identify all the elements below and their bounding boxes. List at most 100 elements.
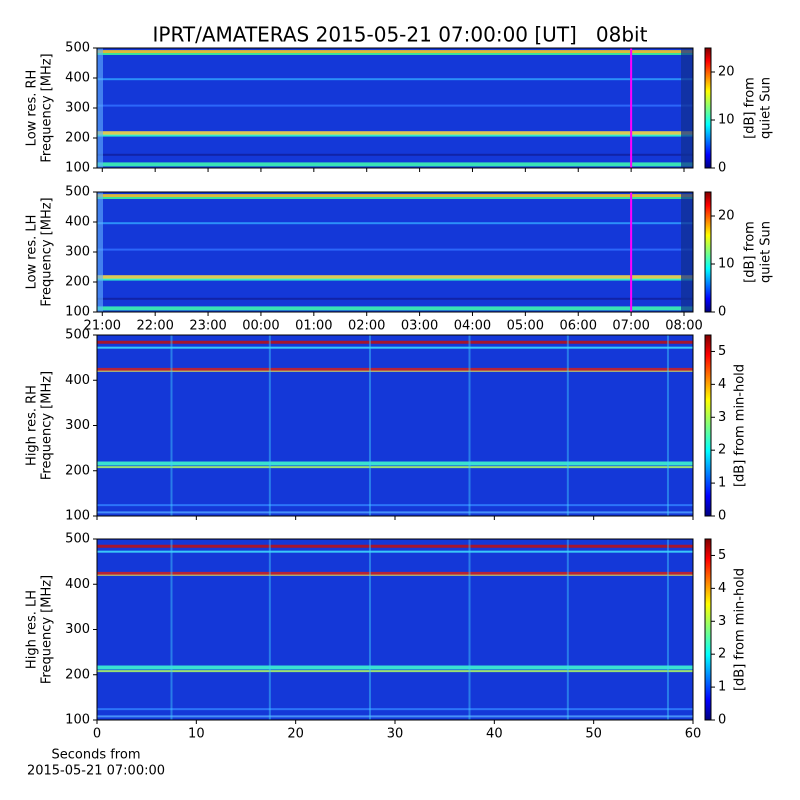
- spectrogram-spike: [268, 335, 271, 516]
- y-tick-label: 500: [65, 41, 90, 56]
- y-axis-label: High res. RH: [25, 385, 40, 466]
- spectrogram-image: [97, 539, 693, 720]
- spectrogram-spike: [368, 335, 371, 516]
- colorbar-tick-label: 20: [718, 209, 735, 224]
- spectrogram-band: [97, 665, 693, 670]
- colorbar: [704, 191, 712, 313]
- colorbar-tick-label: 4: [718, 581, 726, 596]
- spectrogram-spike: [468, 539, 471, 720]
- spectrogram-band: [97, 715, 693, 718]
- colorbar-label: [dB] from min-hold: [733, 364, 748, 487]
- y-tick-label: 300: [65, 245, 90, 260]
- spectrogram-band: [97, 278, 693, 281]
- x-tick-label: 10: [188, 727, 205, 742]
- spectrogram-band: [97, 153, 693, 156]
- y-tick-label: 100: [65, 713, 90, 728]
- y-tick-label: 200: [65, 275, 90, 290]
- x-tick-label: 23:00: [189, 319, 226, 334]
- y-tick-label: 500: [65, 532, 90, 547]
- colorbar-tick-label: 10: [718, 257, 735, 272]
- spectrogram-image: [97, 48, 693, 168]
- x-tick-label: 07:00: [612, 319, 649, 334]
- chart-title: IPRT/AMATERAS 2015-05-21 07:00:00 [UT] 0…: [153, 23, 648, 47]
- colorbar-label: [dB] from: [743, 77, 758, 139]
- colorbar-tick-label: 0: [718, 713, 726, 728]
- spectrogram-band: [97, 511, 693, 514]
- y-axis-label: Frequency [MHz]: [40, 53, 55, 162]
- x-tick-label: 50: [585, 727, 602, 742]
- x-tick-label: 22:00: [136, 319, 173, 334]
- y-axis-label: Frequency [MHz]: [40, 371, 55, 480]
- y-tick-label: 400: [65, 577, 90, 592]
- spectrogram-band: [97, 571, 693, 575]
- spectrogram-band: [97, 340, 693, 344]
- y-tick-label: 100: [65, 509, 90, 524]
- colorbar-label: quiet Sun: [759, 77, 774, 139]
- spectrogram-band: [97, 53, 693, 55]
- spectrogram-spike: [170, 335, 173, 516]
- colorbar-tick-label: 5: [718, 548, 726, 563]
- y-axis-label: High res. LH: [25, 590, 40, 669]
- spectrogram-spike: [368, 539, 371, 720]
- spectrogram-edge: [681, 192, 693, 312]
- spectrogram-band: [97, 275, 693, 280]
- colorbar: [704, 334, 712, 517]
- colorbar-tick-label: 2: [718, 647, 726, 662]
- spectrogram-band: [97, 222, 693, 225]
- y-tick-label: 200: [65, 131, 90, 146]
- spectrogram-band: [97, 134, 693, 137]
- x-tick-label: 00:00: [242, 319, 279, 334]
- spectrogram-band: [97, 461, 693, 466]
- spectrogram-image: [97, 192, 693, 312]
- spectrogram-band: [97, 544, 693, 548]
- x-tick-label: 20: [287, 727, 304, 742]
- x-tick-label: 04:00: [454, 319, 491, 334]
- spectrogram-band: [97, 708, 693, 711]
- colorbar-tick-label: 4: [718, 377, 726, 392]
- spectrogram-band: [97, 197, 693, 199]
- y-axis-label: Frequency [MHz]: [40, 575, 55, 684]
- x-tick-label: 0: [93, 727, 101, 742]
- colorbar-tick-label: 10: [718, 113, 735, 128]
- x-tick-label: 02:00: [348, 319, 385, 334]
- colorbar-tick-label: 0: [718, 305, 726, 320]
- y-axis-label: Frequency [MHz]: [40, 197, 55, 306]
- colorbar: [704, 47, 712, 169]
- x-axis-label: 2015-05-21 07:00:00: [27, 764, 165, 779]
- x-tick-label: 60: [685, 727, 702, 742]
- colorbar-label: [dB] from min-hold: [733, 568, 748, 691]
- spectrogram-band: [97, 367, 693, 371]
- colorbar-label: [dB] from: [743, 221, 758, 283]
- colorbar-tick-label: 0: [718, 161, 726, 176]
- y-tick-label: 500: [65, 185, 90, 200]
- x-tick-label: 21:00: [84, 319, 121, 334]
- y-tick-label: 200: [65, 667, 90, 682]
- y-tick-label: 400: [65, 373, 90, 388]
- colorbar-tick-label: 1: [718, 680, 726, 695]
- spectrogram-band: [97, 670, 693, 673]
- colorbar-tick-label: 1: [718, 476, 726, 491]
- spectrogram-band: [97, 370, 693, 372]
- x-tick-label: 30: [387, 727, 404, 742]
- spectrogram-band: [97, 504, 693, 507]
- x-axis-label: Seconds from: [51, 748, 140, 763]
- spectrogram-band: [97, 297, 693, 300]
- x-tick-label: 05:00: [507, 319, 544, 334]
- spectrogram-spike: [666, 539, 669, 720]
- y-tick-label: 100: [65, 161, 90, 176]
- spectrogram-band: [97, 194, 693, 198]
- y-tick-label: 300: [65, 418, 90, 433]
- colorbar-tick-label: 20: [718, 65, 735, 80]
- x-tick-label: 03:00: [401, 319, 438, 334]
- y-tick-label: 400: [65, 215, 90, 230]
- y-axis-label: Low res. RH: [25, 70, 40, 147]
- y-tick-label: 400: [65, 71, 90, 86]
- spectrogram-band: [97, 466, 693, 469]
- spectrogram-band: [97, 346, 693, 349]
- spectrogram-spike: [566, 335, 569, 516]
- spectrogram-edge: [97, 48, 103, 168]
- colorbar-tick-label: 0: [718, 509, 726, 524]
- spectrogram-spike: [268, 539, 271, 720]
- y-tick-label: 200: [65, 463, 90, 478]
